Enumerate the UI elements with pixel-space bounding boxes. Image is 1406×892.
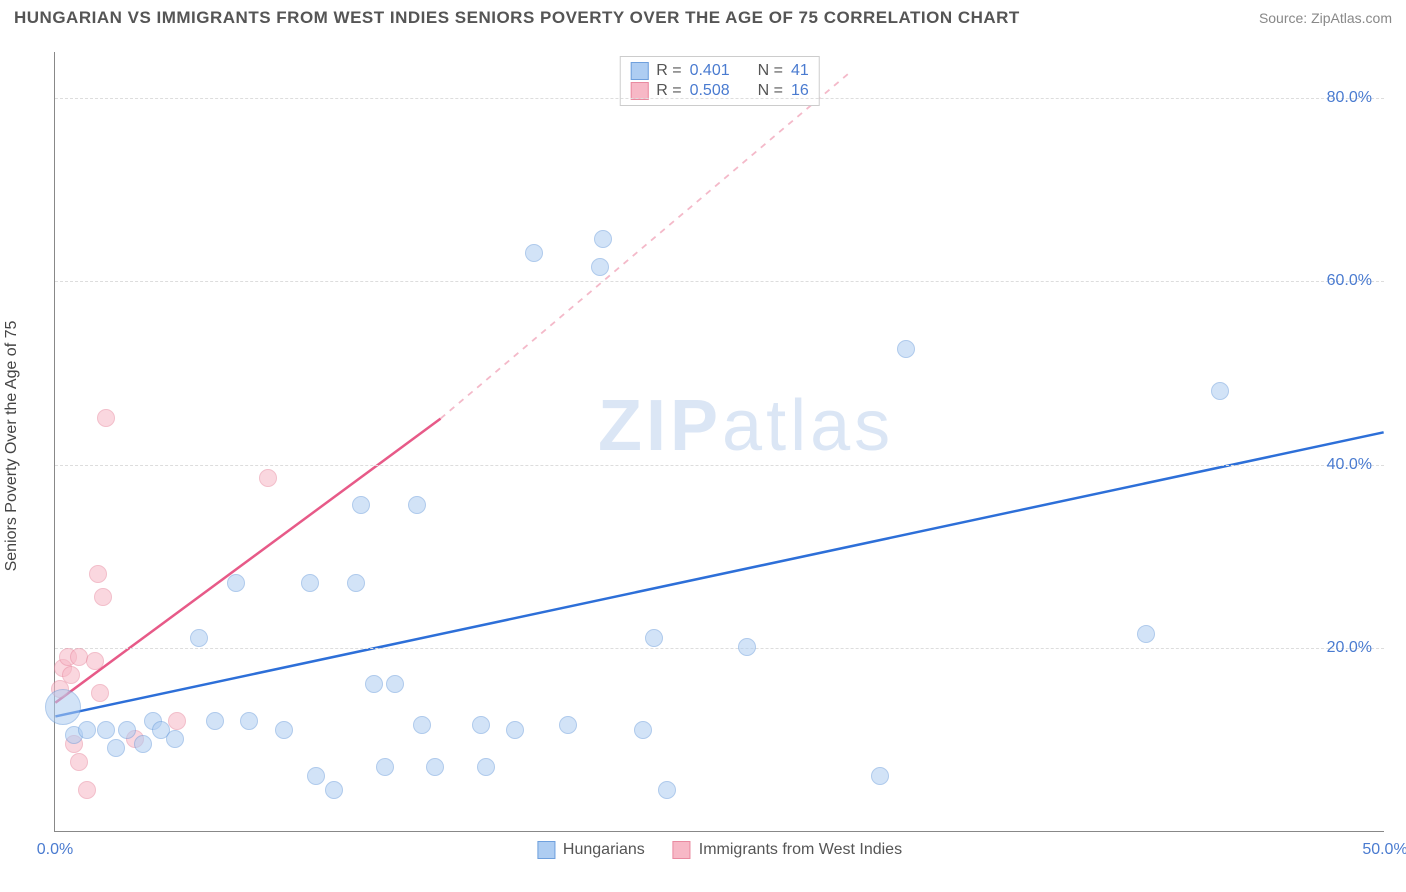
data-point xyxy=(658,781,676,799)
data-point xyxy=(240,712,258,730)
data-point xyxy=(594,230,612,248)
data-point xyxy=(352,496,370,514)
data-point xyxy=(206,712,224,730)
legend-series: Hungarians Immigrants from West Indies xyxy=(537,841,902,859)
source-label: Source: ZipAtlas.com xyxy=(1259,10,1392,26)
y-axis-label: Seniors Poverty Over the Age of 75 xyxy=(3,321,21,572)
data-point xyxy=(325,781,343,799)
gridline xyxy=(55,465,1384,466)
data-point xyxy=(97,721,115,739)
data-point xyxy=(645,629,663,647)
y-tick-label: 20.0% xyxy=(1327,639,1372,657)
data-point xyxy=(477,758,495,776)
data-point xyxy=(78,781,96,799)
legend-stats-row: R = 0.401 N = 41 xyxy=(630,61,809,81)
data-point xyxy=(634,721,652,739)
header: HUNGARIAN VS IMMIGRANTS FROM WEST INDIES… xyxy=(14,8,1392,28)
data-point xyxy=(897,340,915,358)
x-tick-label: 0.0% xyxy=(37,841,73,859)
legend-swatch xyxy=(673,841,691,859)
data-point xyxy=(307,767,325,785)
y-tick-label: 60.0% xyxy=(1327,272,1372,290)
data-point xyxy=(91,684,109,702)
chart-title: HUNGARIAN VS IMMIGRANTS FROM WEST INDIES… xyxy=(14,8,1020,28)
gridline xyxy=(55,648,1384,649)
legend-series-label: Hungarians xyxy=(563,841,645,859)
data-point xyxy=(134,735,152,753)
data-point xyxy=(426,758,444,776)
data-point xyxy=(166,730,184,748)
legend-n-label: N = xyxy=(758,62,783,80)
data-point xyxy=(86,652,104,670)
data-point xyxy=(259,469,277,487)
gridline xyxy=(55,98,1384,99)
y-tick-label: 40.0% xyxy=(1327,456,1372,474)
legend-r-value: 0.401 xyxy=(690,62,730,80)
data-point xyxy=(168,712,186,730)
legend-swatch xyxy=(537,841,555,859)
data-point xyxy=(376,758,394,776)
x-tick-label: 50.0% xyxy=(1362,841,1406,859)
data-point xyxy=(70,753,88,771)
data-point xyxy=(506,721,524,739)
data-point xyxy=(1137,625,1155,643)
data-point xyxy=(275,721,293,739)
gridline xyxy=(55,281,1384,282)
data-point xyxy=(97,409,115,427)
legend-n-value: 41 xyxy=(791,62,809,80)
data-point xyxy=(107,739,125,757)
data-point xyxy=(591,258,609,276)
data-point xyxy=(118,721,136,739)
legend-series-item: Hungarians xyxy=(537,841,645,859)
data-point xyxy=(738,638,756,656)
plot-area: ZIPatlas R =0.401N =41R =0.508N =16 Hung… xyxy=(54,52,1384,832)
data-point xyxy=(871,767,889,785)
data-point xyxy=(62,666,80,684)
data-point xyxy=(78,721,96,739)
data-point xyxy=(45,689,81,725)
data-point xyxy=(301,574,319,592)
data-point xyxy=(347,574,365,592)
data-point xyxy=(413,716,431,734)
data-point xyxy=(94,588,112,606)
data-point xyxy=(1211,382,1229,400)
y-tick-label: 80.0% xyxy=(1327,89,1372,107)
data-point xyxy=(408,496,426,514)
data-point xyxy=(227,574,245,592)
data-point xyxy=(386,675,404,693)
data-point xyxy=(472,716,490,734)
legend-swatch xyxy=(630,62,648,80)
data-point xyxy=(559,716,577,734)
data-point xyxy=(89,565,107,583)
data-point xyxy=(365,675,383,693)
data-point xyxy=(190,629,208,647)
legend-series-label: Immigrants from West Indies xyxy=(699,841,902,859)
watermark: ZIPatlas xyxy=(598,385,894,467)
legend-series-item: Immigrants from West Indies xyxy=(673,841,902,859)
legend-r-label: R = xyxy=(656,62,681,80)
data-point xyxy=(525,244,543,262)
